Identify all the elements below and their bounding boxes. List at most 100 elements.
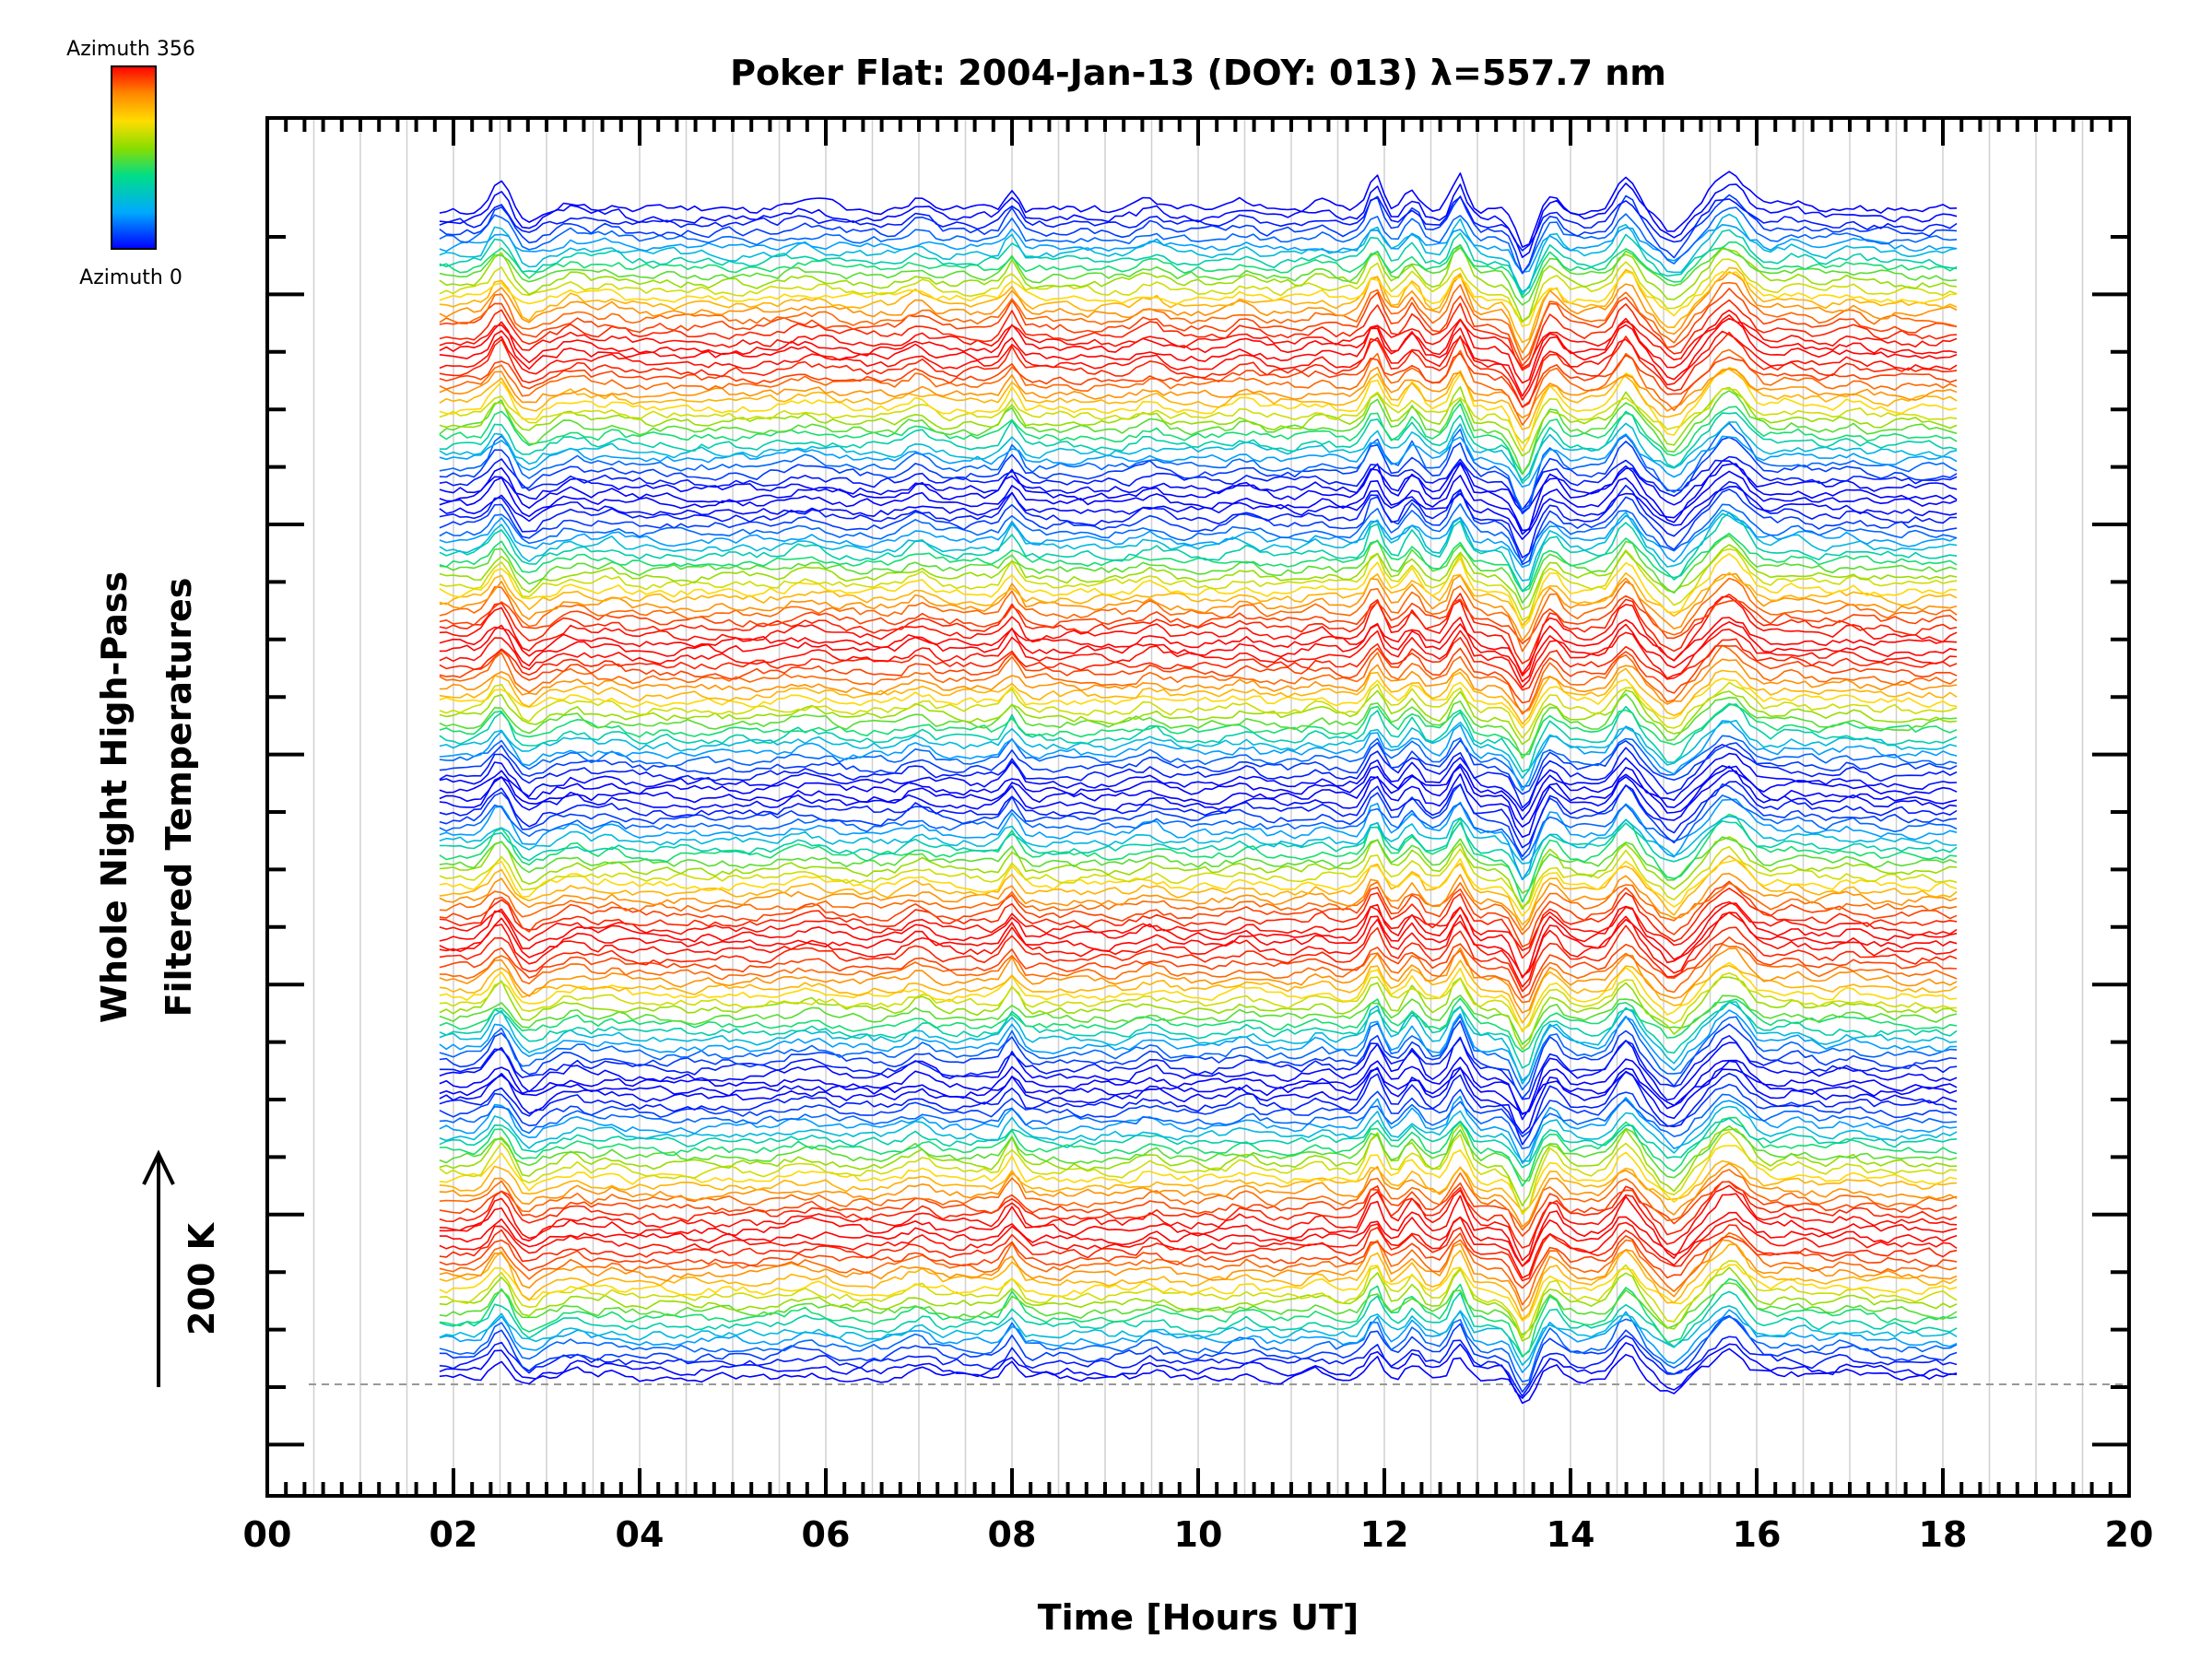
series-line	[439, 577, 1958, 653]
series-line	[439, 1131, 1958, 1214]
series-line	[439, 846, 1958, 908]
series-line	[439, 1181, 1958, 1249]
series-line	[439, 1277, 1958, 1357]
series-line	[439, 1125, 1958, 1182]
series-line	[439, 770, 1958, 838]
series-line	[439, 702, 1958, 756]
series-line	[439, 936, 1958, 999]
series-line	[439, 1124, 1958, 1206]
series-line	[439, 390, 1958, 475]
series-line	[439, 873, 1958, 931]
series-line	[439, 735, 1958, 788]
series-line	[439, 330, 1958, 401]
series-line	[439, 637, 1958, 691]
series-line	[439, 1181, 1958, 1237]
series-line	[439, 677, 1958, 729]
series-line	[439, 455, 1958, 511]
series-line	[439, 1231, 1958, 1306]
series-line	[439, 480, 1958, 559]
series-line	[439, 509, 1958, 569]
series-line	[439, 266, 1958, 344]
series-line	[439, 1001, 1958, 1085]
y-axis-label-line2: Filtered Temperatures	[159, 578, 199, 1018]
series-line	[439, 1035, 1958, 1100]
y-axis-label-line1: Whole Night High-Pass	[94, 571, 135, 1023]
series-line	[439, 1193, 1958, 1267]
series-line	[439, 1184, 1958, 1262]
series-line	[439, 1070, 1958, 1146]
series-line	[439, 243, 1958, 323]
series-line	[439, 595, 1958, 677]
series-line	[439, 858, 1958, 917]
series-line	[439, 195, 1958, 252]
series-line	[439, 1309, 1958, 1373]
series-line	[439, 693, 1958, 759]
x-tick-label: 02	[429, 1514, 478, 1555]
series-line	[439, 971, 1958, 1031]
series-line	[439, 194, 1958, 275]
series-line	[439, 1243, 1958, 1321]
series-line	[439, 1117, 1958, 1169]
series-line	[439, 1282, 1958, 1335]
series-line	[439, 367, 1958, 452]
x-tick-label: 06	[802, 1514, 851, 1555]
series-line	[439, 317, 1958, 397]
series-line	[439, 241, 1958, 299]
series-line	[439, 621, 1958, 683]
series-line	[439, 912, 1958, 988]
series-line	[439, 959, 1958, 1024]
series-line	[439, 271, 1958, 327]
series-line	[439, 1342, 1958, 1399]
series-line	[439, 553, 1958, 629]
series-line	[439, 436, 1958, 515]
series-line	[439, 900, 1958, 951]
series-line	[439, 388, 1958, 444]
plot-area: 00 02 04 06 08 10 12 14 16 18 20	[243, 116, 2153, 1555]
x-tick-label: 14	[1547, 1514, 1595, 1555]
series-line	[439, 1232, 1958, 1289]
series-line	[439, 1216, 1958, 1279]
colorbar-gradient	[111, 65, 157, 250]
x-tick-label: 04	[616, 1514, 665, 1555]
series-line	[439, 1093, 1958, 1150]
series-line	[439, 368, 1958, 430]
series-line	[439, 836, 1958, 894]
series-line	[439, 410, 1958, 484]
series-line	[439, 1305, 1958, 1366]
series-line	[439, 1264, 1958, 1322]
series-line	[439, 1116, 1958, 1187]
series-line	[439, 961, 1958, 1033]
series-line	[439, 1159, 1958, 1213]
series-line	[439, 503, 1958, 563]
series-line	[439, 820, 1958, 880]
series-line	[439, 385, 1958, 457]
series-line	[439, 1067, 1958, 1115]
series-line	[439, 535, 1958, 604]
series-line	[439, 281, 1958, 361]
colorbar: Azimuth 356 Azimuth 0	[66, 38, 195, 289]
series-line	[439, 422, 1958, 511]
series-line	[439, 739, 1958, 795]
series-line	[439, 171, 1958, 248]
series-line	[439, 765, 1958, 828]
series-line	[439, 794, 1958, 861]
series-line	[439, 744, 1958, 809]
series-line	[439, 461, 1958, 513]
series-line	[439, 213, 1958, 293]
series-line	[439, 271, 1958, 354]
series-line	[439, 658, 1958, 713]
series-line	[439, 352, 1958, 408]
x-tick-label: 10	[1174, 1514, 1223, 1555]
series-line	[439, 488, 1958, 566]
x-tick-label: 08	[988, 1514, 1037, 1555]
series-line	[439, 888, 1958, 959]
series-line	[439, 433, 1958, 488]
series-line	[439, 924, 1958, 993]
series-line	[439, 644, 1958, 715]
series-line	[439, 246, 1958, 306]
series-line	[439, 854, 1958, 925]
series-line	[439, 486, 1958, 540]
axis-ticks	[265, 118, 2131, 1496]
series-line	[439, 1095, 1958, 1164]
